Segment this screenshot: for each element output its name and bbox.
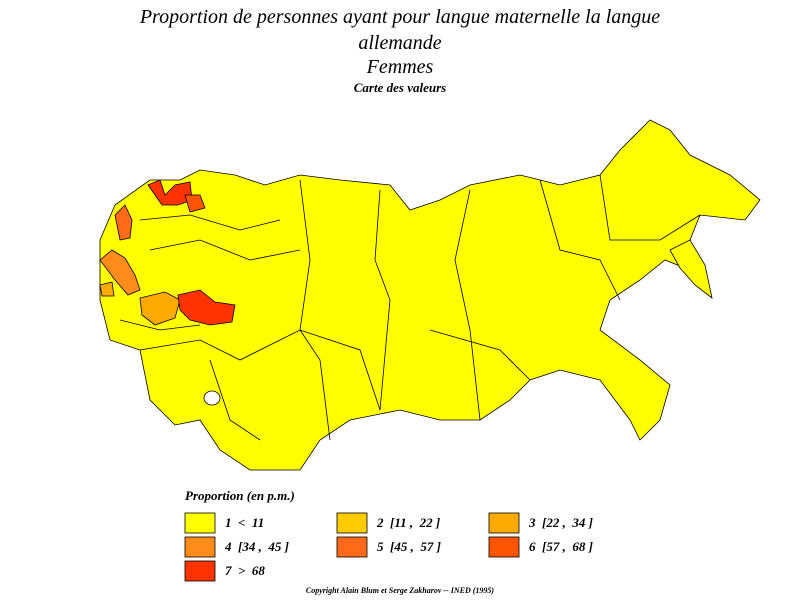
sea: [203, 390, 221, 406]
regions: [99, 119, 761, 471]
legend-label: 2 [11 , 22 ]: [376, 515, 440, 530]
region: [177, 289, 236, 326]
legend-label: 3 [22 , 34 ]: [528, 515, 593, 530]
legend-label: 4 [34 , 45 ]: [224, 539, 289, 554]
region: [99, 249, 141, 296]
legend-title: Proportion (en p.m.): [185, 488, 295, 503]
country: [99, 119, 761, 471]
region: [99, 281, 115, 297]
legend-swatch: [184, 536, 216, 558]
map-title: Proportion de personnes ayant pour langu…: [139, 6, 661, 54]
map-caption: Carte des valeurs: [353, 80, 447, 95]
copyright: Copyright Alain Blum et Serge Zakharov -…: [305, 586, 495, 595]
border: [119, 174, 701, 441]
legend-label: 5 [45 , 57 ]: [377, 539, 441, 554]
legend-swatch: [488, 512, 520, 534]
legend-label: 6 [57 , 68 ]: [529, 539, 593, 554]
legend-swatch: [336, 512, 368, 534]
legend-swatch: [336, 536, 368, 558]
legend-label: 1 < 11: [225, 515, 264, 530]
map-subtitle: Femmes: [366, 56, 434, 78]
legend-swatch: [488, 536, 520, 558]
peninsula: [669, 239, 713, 299]
region: [114, 204, 133, 241]
region: [139, 291, 181, 326]
region: [184, 194, 206, 213]
region: [147, 179, 193, 206]
legend-label: 7 > 68: [225, 563, 265, 578]
legend-swatch: [184, 560, 216, 582]
legend: 1 < 11 2 [11 , 22 ] 3 [22 , 34 ] 4 [34 , 45…: [184, 512, 593, 582]
legend-swatch: [184, 512, 216, 534]
